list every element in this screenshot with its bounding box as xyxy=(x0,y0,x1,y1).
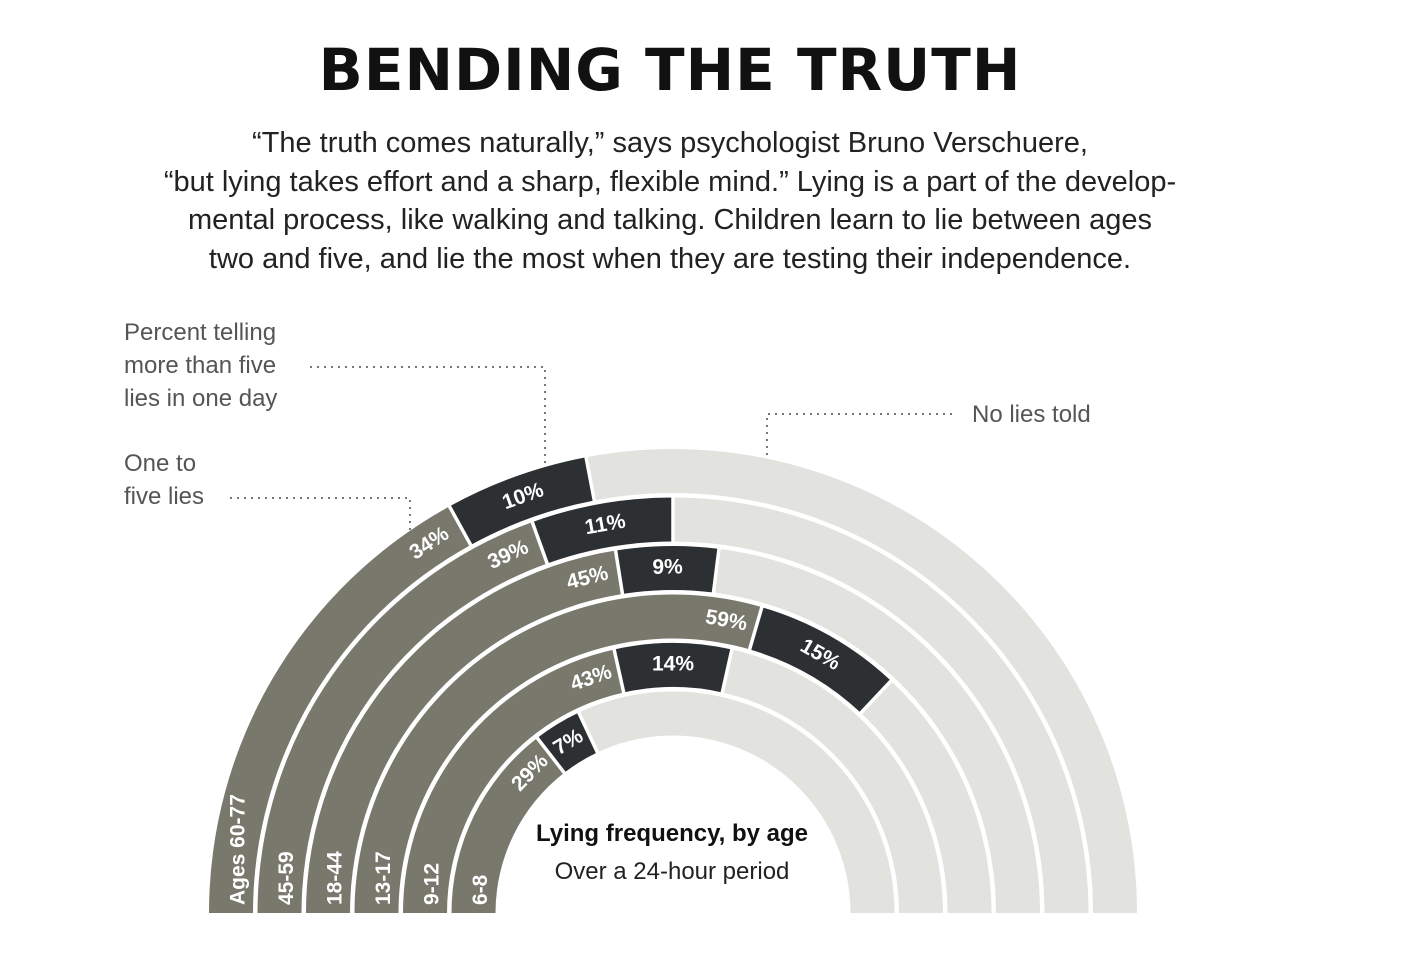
category-label-9-12: 9-12 xyxy=(421,863,444,905)
intro-text: “The truth comes naturally,” says psycho… xyxy=(60,124,1280,278)
segment-divider-18-44-1 xyxy=(613,549,625,596)
category-label-45-59: 45-59 xyxy=(275,851,298,905)
category-label-ages-60-77: Ages 60-77 xyxy=(227,794,250,905)
segment-divider-13-17-2 xyxy=(858,678,893,715)
ring-segment-more-than-five-9-12 xyxy=(614,643,732,693)
segment-divider-ages-60-77-2 xyxy=(584,455,597,502)
segment-divider-18-44-2 xyxy=(711,547,721,594)
callout-more-than-five-line3: lies in one day xyxy=(124,385,277,412)
segment-divider-13-17-1 xyxy=(747,605,764,651)
ring-segment-one-to-five-ages-60-77 xyxy=(209,506,471,913)
intro-line: “but lying takes effort and a sharp, fle… xyxy=(163,165,1177,198)
value-label-more-than-five-18-44: 9% xyxy=(652,555,683,578)
segment-divider-6-8-1 xyxy=(535,736,567,775)
intro-line: mental process, like walking and talking… xyxy=(188,204,1152,236)
caption-title: Lying frequency, by age xyxy=(536,820,808,847)
ring-segment-one-to-five-13-17 xyxy=(354,594,762,913)
ring-segment-none-6-8 xyxy=(578,691,895,913)
value-label-more-than-five-9-12: 14% xyxy=(652,653,694,676)
segment-divider-9-12-2 xyxy=(720,648,734,694)
callout-more-than-five-leader xyxy=(310,366,546,463)
segment-divider-9-12-1 xyxy=(612,648,626,694)
ring-segment-none-18-44 xyxy=(713,548,1040,913)
caption-subtitle: Over a 24-hour period xyxy=(555,858,790,885)
segment-divider-6-8-2 xyxy=(576,710,600,755)
ring-segment-none-13-17 xyxy=(860,680,992,913)
ring-group xyxy=(209,449,1137,913)
callout-more-than-five-line1: Percent telling xyxy=(124,319,276,346)
intro-line: two and five, and lie the most when they… xyxy=(208,242,1132,275)
ring-segment-more-than-five-45-59 xyxy=(532,497,673,564)
category-label-13-17: 13-17 xyxy=(372,851,395,905)
callout-no-lies: No lies told xyxy=(972,401,1091,428)
ring-segment-one-to-five-18-44 xyxy=(306,550,623,913)
ring-segment-more-than-five-18-44 xyxy=(615,546,719,594)
callout-no-lies-leader xyxy=(766,413,952,458)
callout-one-to-five-leader xyxy=(230,497,411,535)
category-label-18-44: 18-44 xyxy=(324,851,347,905)
ring-segment-one-to-five-6-8 xyxy=(451,737,565,913)
category-label-6-8: 6-8 xyxy=(469,874,492,905)
ring-segment-none-9-12 xyxy=(722,649,943,913)
intro-line: “The truth comes naturally,” says psycho… xyxy=(251,127,1088,159)
ring-segment-more-than-five-ages-60-77 xyxy=(449,457,595,545)
ring-segment-none-ages-60-77 xyxy=(586,449,1137,913)
callout-one-to-five-line2: five lies xyxy=(124,483,204,510)
ring-segment-one-to-five-45-59 xyxy=(257,522,548,913)
segment-divider-ages-60-77-1 xyxy=(447,504,473,547)
ring-segment-more-than-five-13-17 xyxy=(749,607,892,713)
chart-title: BENDING THE TRUTH xyxy=(318,36,1022,104)
ring-segment-none-45-59 xyxy=(673,497,1089,913)
callout-more-than-five-line2: more than five xyxy=(124,352,276,379)
callout-one-to-five-line1: One to xyxy=(124,450,196,477)
ring-segment-more-than-five-6-8 xyxy=(537,712,598,773)
ring-segment-one-to-five-9-12 xyxy=(403,649,624,913)
segment-divider-45-59-1 xyxy=(530,520,550,565)
